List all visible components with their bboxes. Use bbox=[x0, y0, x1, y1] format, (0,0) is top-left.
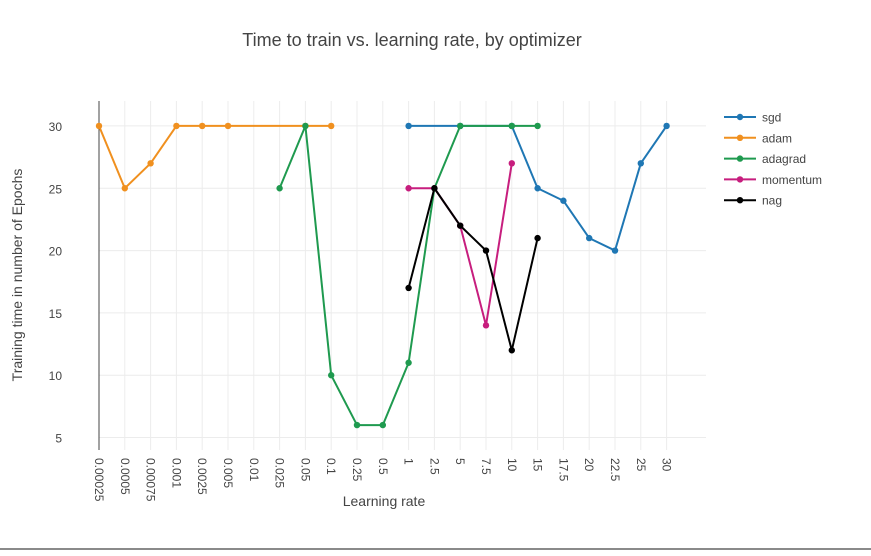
data-point-adam bbox=[199, 122, 206, 130]
data-point-adagrad bbox=[457, 122, 464, 130]
x-tick-label: 0.00025 bbox=[92, 458, 106, 502]
data-point-adam bbox=[328, 122, 335, 130]
x-tick-label: 1 bbox=[402, 458, 416, 465]
data-point-momentum bbox=[482, 322, 490, 329]
legend-item-sgd: sgd bbox=[724, 111, 781, 125]
grid bbox=[98, 101, 706, 450]
data-point-momentum bbox=[508, 160, 515, 167]
x-tick-label: 0.005 bbox=[221, 458, 235, 488]
series-line-adam bbox=[98, 124, 332, 190]
x-tick-label: 2.5 bbox=[427, 458, 441, 475]
y-tick-label: 30 bbox=[49, 120, 63, 134]
series-adam bbox=[95, 122, 335, 192]
series-line-adagrad bbox=[278, 124, 538, 427]
bottom-divider bbox=[0, 548, 871, 550]
data-point-nag bbox=[534, 234, 541, 242]
data-point-sgd bbox=[405, 122, 412, 130]
x-tick-label: 30 bbox=[660, 458, 674, 472]
y-tick-label: 15 bbox=[49, 307, 63, 321]
data-point-nag bbox=[482, 247, 490, 254]
x-tick-label: 0.5 bbox=[376, 458, 390, 475]
x-tick-label: 5 bbox=[453, 458, 467, 465]
data-point-adam bbox=[121, 185, 128, 192]
data-point-adagrad bbox=[302, 122, 309, 130]
legend-label: nag bbox=[762, 194, 782, 208]
data-point-sgd bbox=[534, 185, 541, 192]
data-point-adagrad bbox=[534, 122, 541, 130]
data-point-adam bbox=[95, 122, 103, 130]
x-tick-labels: 0.00025 0.0005 0.00075 0.001 0.0025 0.005 0.01… bbox=[92, 458, 674, 502]
legend-item-nag: nag bbox=[724, 194, 782, 208]
data-point-adam bbox=[224, 122, 232, 130]
y-tick-labels: 5 10 15 20 25 30 bbox=[49, 120, 63, 446]
x-tick-label: 0.1 bbox=[324, 458, 338, 475]
y-tick-label: 10 bbox=[49, 369, 63, 383]
legend-item-momentum: momentum bbox=[724, 173, 822, 187]
y-tick-label: 20 bbox=[49, 245, 63, 259]
y-tick-label: 5 bbox=[55, 432, 62, 446]
data-point-adagrad bbox=[353, 421, 361, 429]
x-tick-label: 15 bbox=[531, 458, 545, 472]
chart-title: Time to train vs. learning rate, by opti… bbox=[242, 30, 581, 50]
x-tick-label: 20 bbox=[582, 458, 596, 472]
data-point-adagrad bbox=[508, 122, 515, 130]
legend-item-adam: adam bbox=[724, 131, 792, 145]
data-point-adagrad bbox=[328, 372, 335, 379]
data-point-nag bbox=[405, 284, 412, 292]
x-tick-label: 17.5 bbox=[556, 458, 570, 482]
data-point-sgd bbox=[611, 247, 619, 254]
x-tick-label: 22.5 bbox=[608, 458, 622, 482]
legend-swatch-marker bbox=[736, 155, 744, 162]
data-point-sgd bbox=[560, 197, 567, 204]
series-line-nag bbox=[407, 187, 539, 352]
series-nag bbox=[405, 185, 541, 354]
data-point-momentum bbox=[405, 185, 412, 192]
data-point-sgd bbox=[586, 234, 593, 242]
data-point-adagrad bbox=[276, 185, 283, 192]
legend-swatch-marker bbox=[736, 113, 744, 121]
x-tick-label: 0.25 bbox=[350, 458, 364, 482]
legend-item-adagrad: adagrad bbox=[724, 152, 806, 166]
y-tick-label: 25 bbox=[49, 182, 63, 196]
x-axis-label: Learning rate bbox=[343, 493, 426, 509]
x-tick-label: 0.001 bbox=[169, 458, 183, 488]
data-point-nag bbox=[431, 185, 438, 192]
plot-area bbox=[95, 101, 706, 450]
data-point-adagrad bbox=[379, 421, 386, 429]
legend-label: adagrad bbox=[762, 152, 806, 166]
legend-swatch-marker bbox=[736, 197, 744, 204]
data-point-adam bbox=[173, 122, 180, 130]
legend-label: sgd bbox=[762, 111, 781, 125]
x-tick-label: 10 bbox=[505, 458, 519, 472]
legend-swatch-marker bbox=[736, 134, 744, 141]
series-layer bbox=[95, 122, 670, 429]
y-axis-label: Training time in number of Epochs bbox=[9, 169, 25, 382]
legend-label: momentum bbox=[762, 173, 822, 187]
x-tick-label: 0.05 bbox=[298, 458, 312, 482]
x-tick-label: 0.00075 bbox=[144, 458, 158, 502]
legend-label: adam bbox=[762, 131, 792, 145]
legend: sgd adam adagrad momentum nag bbox=[724, 111, 822, 208]
x-tick-label: 7.5 bbox=[479, 458, 493, 475]
data-point-sgd bbox=[663, 122, 670, 130]
x-tick-label: 0.0005 bbox=[118, 458, 132, 495]
x-tick-label: 25 bbox=[634, 458, 648, 472]
data-point-sgd bbox=[637, 160, 644, 167]
data-point-nag bbox=[457, 222, 464, 229]
data-point-nag bbox=[508, 347, 515, 354]
data-point-adagrad bbox=[405, 359, 412, 366]
legend-swatch-marker bbox=[736, 176, 744, 183]
data-point-adam bbox=[147, 160, 154, 167]
x-tick-label: 0.025 bbox=[273, 458, 287, 488]
x-tick-label: 0.01 bbox=[247, 458, 261, 482]
x-tick-label: 0.0025 bbox=[195, 458, 209, 495]
